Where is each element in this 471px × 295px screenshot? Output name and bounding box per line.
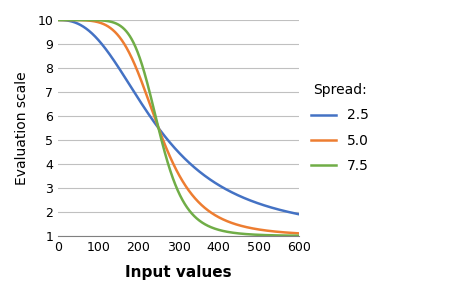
- 7.5: [245, 232, 251, 236]
- 2.5: [56, 18, 61, 22]
- Line: 2.5: 2.5: [58, 20, 299, 214]
- 2.5: [68, 19, 73, 23]
- 2.5: [166, 140, 172, 143]
- X-axis label: Input values: Input values: [125, 265, 232, 280]
- 2.5: [289, 211, 295, 214]
- 5.0: [172, 166, 178, 170]
- 5.0: [289, 231, 295, 235]
- Line: 7.5: 7.5: [58, 20, 299, 236]
- 7.5: [296, 234, 302, 237]
- 2.5: [172, 147, 178, 151]
- 2.5: [296, 212, 302, 216]
- 7.5: [166, 165, 172, 169]
- 2.5: [245, 198, 251, 201]
- 5.0: [166, 153, 172, 156]
- Y-axis label: Evaluation scale: Evaluation scale: [15, 71, 29, 185]
- 7.5: [289, 234, 295, 237]
- Line: 5.0: 5.0: [58, 20, 299, 233]
- 2.5: [289, 211, 295, 214]
- 5.0: [245, 226, 251, 229]
- 7.5: [56, 18, 61, 22]
- 7.5: [68, 18, 73, 22]
- Legend: 2.5, 5.0, 7.5: 2.5, 5.0, 7.5: [311, 83, 369, 173]
- 5.0: [296, 232, 302, 235]
- 7.5: [289, 234, 295, 237]
- 5.0: [56, 18, 61, 22]
- 5.0: [68, 18, 73, 22]
- 5.0: [289, 231, 295, 235]
- 7.5: [172, 183, 178, 187]
